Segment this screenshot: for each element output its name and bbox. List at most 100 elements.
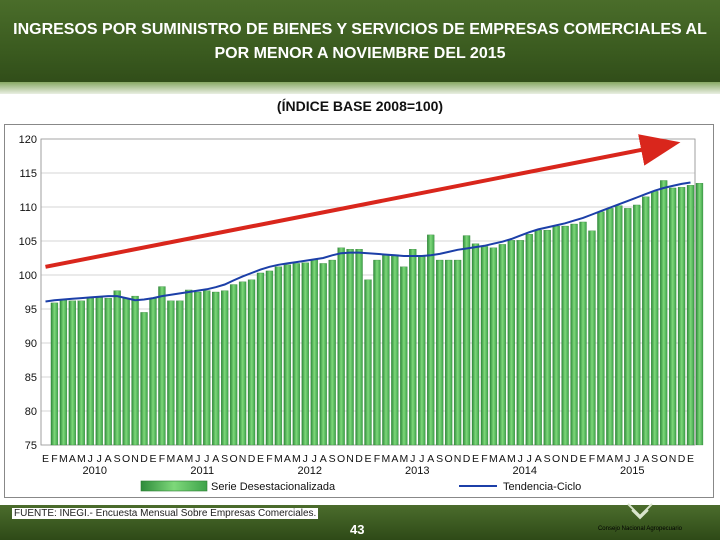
slide-title: INGRESOS POR SUMINISTRO DE BIENES Y SERV… (13, 21, 707, 62)
y-tick-label: 110 (19, 202, 37, 214)
bar (686, 185, 695, 446)
bar (391, 254, 399, 446)
bar (167, 300, 175, 446)
bar (176, 300, 184, 446)
x-month-label: F (51, 453, 57, 465)
x-month-label: D (248, 453, 256, 465)
x-month-label: M (382, 453, 391, 465)
x-month-label: N (454, 453, 462, 465)
y-tick-label: 100 (19, 270, 37, 282)
x-month-label: N (561, 453, 569, 465)
title-banner-stripe (0, 82, 720, 94)
bar (194, 291, 202, 446)
bar (382, 255, 390, 446)
x-month-label: O (230, 453, 238, 465)
bar (409, 249, 417, 446)
y-axis-ticks: 120 115 110 105 100 95 90 85 80 75 (19, 134, 37, 452)
x-month-label: S (329, 453, 336, 465)
x-month-label: A (606, 453, 613, 465)
x-month-label: N (131, 453, 139, 465)
x-year-label: 2011 (190, 465, 214, 477)
bar (543, 229, 551, 446)
x-month-label: M (292, 453, 301, 465)
bar (247, 279, 256, 446)
x-month-label: N (669, 453, 677, 465)
x-month-label: A (499, 453, 506, 465)
bar (113, 290, 121, 446)
x-month-label: M (489, 453, 498, 465)
bar (59, 300, 68, 446)
x-month-label: E (687, 453, 694, 465)
bar (337, 247, 345, 446)
bar (319, 263, 327, 446)
bar (310, 259, 318, 446)
bar (229, 284, 238, 446)
x-month-label: D (140, 453, 148, 465)
bar (615, 205, 623, 446)
x-month-label: F (589, 453, 595, 465)
x-month-label: J (410, 453, 415, 465)
bar (427, 234, 435, 446)
bar (185, 289, 193, 446)
bar-series (50, 180, 704, 446)
x-month-label: E (257, 453, 264, 465)
bar (203, 290, 211, 446)
bar (238, 281, 247, 446)
bar (346, 249, 354, 446)
x-month-label: M (399, 453, 408, 465)
x-month-label: S (114, 453, 121, 465)
x-year-label: 2010 (83, 465, 107, 477)
x-month-label: O (660, 453, 668, 465)
y-tick-label: 95 (25, 304, 37, 316)
x-month-label: N (239, 453, 247, 465)
x-month-label: M (274, 453, 283, 465)
legend-label-bars: Serie Desestacionalizada (211, 481, 336, 493)
x-month-label: E (472, 453, 479, 465)
y-tick-label: 120 (19, 134, 37, 146)
bar (77, 300, 85, 446)
x-month-label: E (149, 453, 156, 465)
x-month-label: J (303, 453, 308, 465)
y-tick-label: 85 (25, 372, 37, 384)
bar (453, 259, 462, 446)
bar (597, 211, 605, 446)
logo-mark-icon (627, 503, 653, 520)
x-month-label: S (651, 453, 658, 465)
x-month-label: O (337, 453, 345, 465)
bar (274, 266, 283, 446)
x-month-label: D (355, 453, 363, 465)
bar (158, 286, 166, 446)
x-month-label: J (195, 453, 200, 465)
bar (561, 225, 569, 446)
trend-arrow-group (45, 134, 681, 269)
bar (212, 291, 220, 446)
logo-text: Consejo Nacional Agropecuario (598, 526, 683, 532)
title-banner (0, 0, 720, 88)
bar (633, 204, 641, 446)
bar (328, 259, 336, 446)
x-year-label: 2012 (298, 465, 322, 477)
bar (462, 235, 471, 446)
x-month-label: E (42, 453, 49, 465)
x-month-label: J (312, 453, 317, 465)
bar (588, 230, 596, 446)
bar (373, 259, 381, 446)
x-month-label: S (544, 453, 551, 465)
bar (122, 297, 130, 446)
x-month-label: A (427, 453, 434, 465)
bar (256, 272, 265, 446)
x-month-label: F (159, 453, 165, 465)
bar (292, 263, 300, 446)
x-month-label: A (176, 453, 183, 465)
bar (50, 302, 59, 446)
x-year-label: 2014 (513, 465, 537, 477)
x-month-label: O (445, 453, 453, 465)
bar (606, 208, 614, 446)
y-tick-label: 75 (25, 440, 37, 452)
bar (659, 180, 668, 446)
x-month-label: J (204, 453, 209, 465)
chart-subtitle: (ÍNDICE BASE 2008=100) (276, 98, 444, 114)
x-month-label: E (580, 453, 587, 465)
x-month-label: J (634, 453, 639, 465)
